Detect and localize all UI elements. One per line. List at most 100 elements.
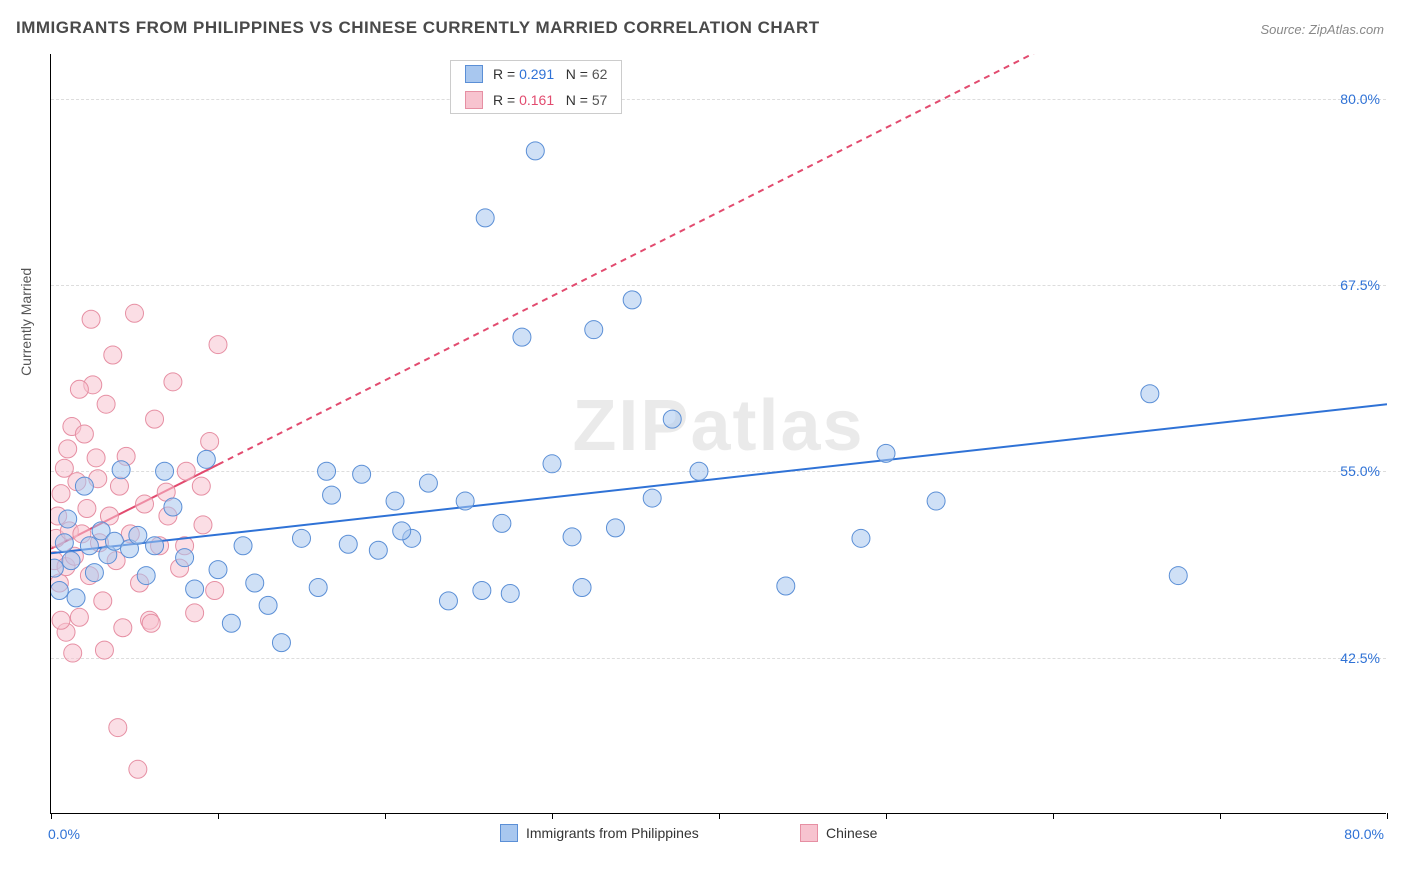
trend-line-pink: [218, 54, 1387, 465]
data-point-blue: [690, 462, 708, 480]
series-label: Immigrants from Philippines: [526, 825, 699, 841]
data-point-pink: [95, 641, 113, 659]
data-point-blue: [197, 450, 215, 468]
scatter-svg: [51, 54, 1387, 814]
data-point-blue: [852, 529, 870, 547]
data-point-blue: [309, 578, 327, 596]
data-point-blue: [513, 328, 531, 346]
data-point-blue: [80, 537, 98, 555]
data-point-pink: [109, 719, 127, 737]
data-point-blue: [353, 465, 371, 483]
data-point-blue: [293, 529, 311, 547]
source-text: Source: ZipAtlas.com: [1260, 22, 1384, 37]
data-point-blue: [246, 574, 264, 592]
data-point-pink: [59, 440, 77, 458]
data-point-pink: [136, 495, 154, 513]
data-point-pink: [78, 500, 96, 518]
data-point-blue: [234, 537, 252, 555]
x-tick: [1387, 813, 1388, 819]
data-point-blue: [777, 577, 795, 595]
data-point-blue: [623, 291, 641, 309]
data-point-blue: [573, 578, 591, 596]
data-point-pink: [201, 432, 219, 450]
x-max-label: 80.0%: [1344, 826, 1384, 842]
correlation-legend: R = 0.291 N = 62 R = 0.161 N = 57: [450, 60, 622, 114]
y-axis-label: Currently Married: [18, 268, 34, 376]
data-point-blue: [663, 410, 681, 428]
legend-swatch: [500, 824, 518, 842]
data-point-pink: [164, 373, 182, 391]
data-point-pink: [146, 410, 164, 428]
data-point-pink: [142, 614, 160, 632]
legend-stats: R = 0.291 N = 62: [493, 66, 607, 82]
data-point-pink: [104, 346, 122, 364]
data-point-blue: [1169, 567, 1187, 585]
plot-area: ZIPatlas 42.5%55.0%67.5%80.0%: [50, 54, 1386, 814]
data-point-pink: [70, 380, 88, 398]
data-point-pink: [64, 644, 82, 662]
legend-row-pink: R = 0.161 N = 57: [451, 87, 621, 113]
data-point-pink: [87, 449, 105, 467]
data-point-blue: [419, 474, 437, 492]
data-point-blue: [339, 535, 357, 553]
data-point-blue: [62, 552, 80, 570]
data-point-pink: [194, 516, 212, 534]
data-point-pink: [110, 477, 128, 495]
data-point-pink: [177, 462, 195, 480]
legend-swatch: [465, 91, 483, 109]
data-point-blue: [526, 142, 544, 160]
series-legend-blue: Immigrants from Philippines: [500, 824, 699, 842]
data-point-pink: [129, 760, 147, 778]
data-point-pink: [114, 619, 132, 637]
data-point-blue: [456, 492, 474, 510]
data-point-blue: [476, 209, 494, 227]
data-point-blue: [585, 321, 603, 339]
x-min-label: 0.0%: [48, 826, 80, 842]
data-point-pink: [52, 611, 70, 629]
data-point-pink: [186, 604, 204, 622]
data-point-blue: [501, 584, 519, 602]
data-point-blue: [59, 510, 77, 528]
data-point-blue: [1141, 385, 1159, 403]
series-label: Chinese: [826, 825, 877, 841]
data-point-blue: [129, 526, 147, 544]
data-point-blue: [67, 589, 85, 607]
data-point-blue: [563, 528, 581, 546]
data-point-blue: [323, 486, 341, 504]
data-point-pink: [70, 608, 88, 626]
data-point-pink: [209, 336, 227, 354]
data-point-blue: [137, 567, 155, 585]
data-point-blue: [209, 561, 227, 579]
data-point-pink: [206, 581, 224, 599]
data-point-blue: [439, 592, 457, 610]
data-point-blue: [272, 634, 290, 652]
data-point-blue: [51, 581, 68, 599]
data-point-blue: [369, 541, 387, 559]
data-point-blue: [259, 596, 277, 614]
legend-swatch: [800, 824, 818, 842]
data-point-blue: [176, 549, 194, 567]
legend-stats: R = 0.161 N = 57: [493, 92, 607, 108]
chart-title: IMMIGRANTS FROM PHILIPPINES VS CHINESE C…: [16, 18, 820, 38]
data-point-blue: [186, 580, 204, 598]
data-point-blue: [493, 514, 511, 532]
data-point-blue: [85, 564, 103, 582]
data-point-blue: [75, 477, 93, 495]
data-point-blue: [164, 498, 182, 516]
chart-container: { "title": "IMMIGRANTS FROM PHILIPPINES …: [0, 0, 1406, 892]
data-point-pink: [97, 395, 115, 413]
legend-row-blue: R = 0.291 N = 62: [451, 61, 621, 87]
data-point-blue: [156, 462, 174, 480]
data-point-blue: [927, 492, 945, 510]
data-point-blue: [606, 519, 624, 537]
data-point-pink: [126, 304, 144, 322]
data-point-blue: [318, 462, 336, 480]
data-point-blue: [146, 537, 164, 555]
series-legend-pink: Chinese: [800, 824, 877, 842]
data-point-pink: [52, 485, 70, 503]
data-point-pink: [75, 425, 93, 443]
data-point-blue: [222, 614, 240, 632]
data-point-blue: [386, 492, 404, 510]
data-point-pink: [94, 592, 112, 610]
data-point-blue: [643, 489, 661, 507]
